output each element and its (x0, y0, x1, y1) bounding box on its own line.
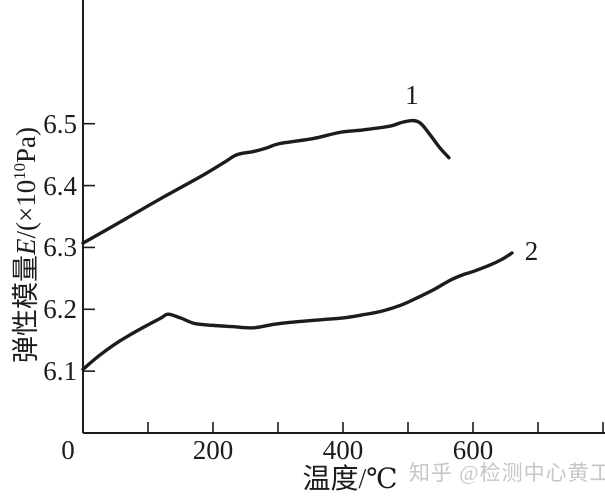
series-label-1: 1 (405, 79, 419, 110)
x-tick-label-600: 600 (452, 435, 494, 465)
y-tick-label-6.5: 6.5 (43, 108, 77, 139)
series-label-2: 2 (524, 235, 539, 266)
x-tick-label-200: 200 (192, 435, 234, 465)
y-tick-label-6.3: 6.3 (43, 232, 77, 263)
x-tick-label-400: 400 (322, 435, 364, 465)
y-tick-label-6.2: 6.2 (43, 294, 77, 325)
curve-2 (81, 251, 514, 371)
x-axis-title: 温度/℃ (302, 464, 398, 495)
curve-1 (81, 118, 451, 245)
y-tick-label-6.4: 6.4 (43, 170, 77, 201)
x-tick-label-0: 0 (61, 435, 75, 465)
watermark: 知乎 @检测中心黄工 (409, 461, 605, 485)
y-tick-label-6.1: 6.1 (43, 356, 77, 387)
